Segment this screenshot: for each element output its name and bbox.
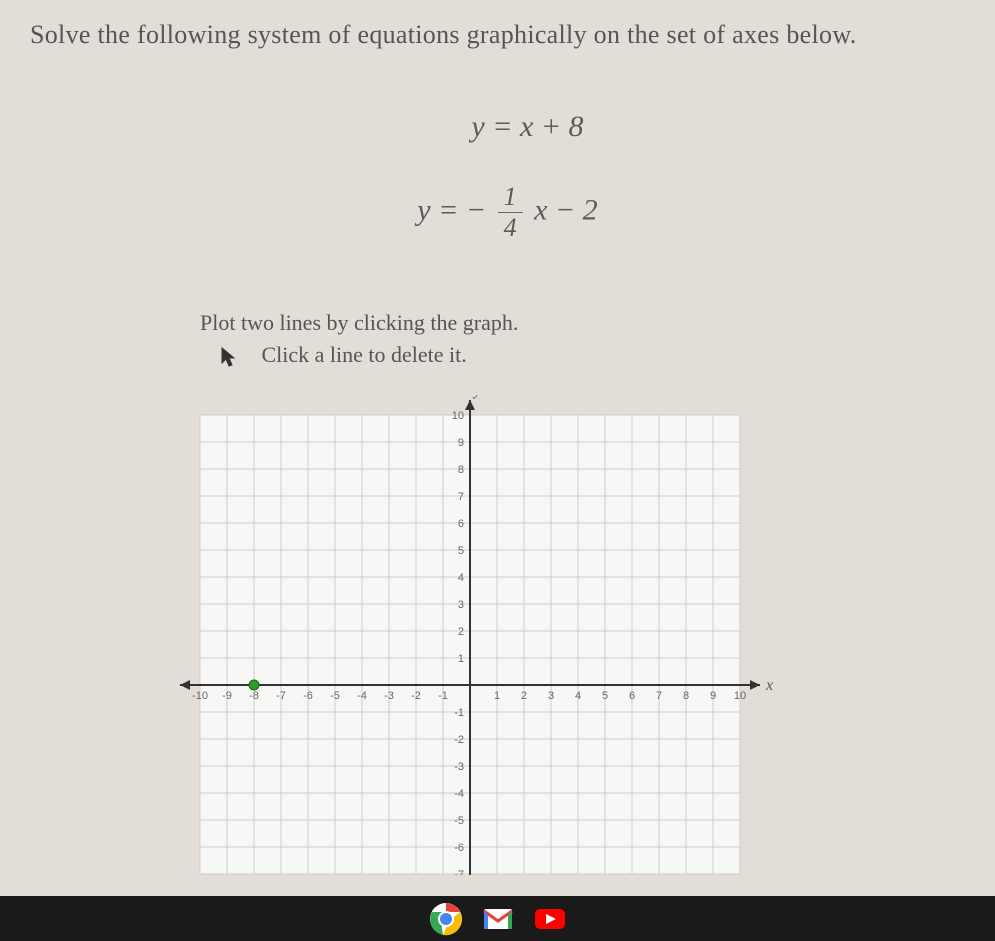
svg-text:-5: -5 bbox=[454, 815, 464, 827]
svg-text:-1: -1 bbox=[438, 690, 448, 702]
svg-text:7: 7 bbox=[656, 690, 662, 702]
svg-text:-4: -4 bbox=[454, 788, 464, 800]
svg-text:6: 6 bbox=[458, 518, 464, 530]
svg-text:4: 4 bbox=[575, 690, 581, 702]
svg-text:-2: -2 bbox=[411, 690, 421, 702]
svg-text:2: 2 bbox=[458, 626, 464, 638]
instruction-line1: Plot two lines by clicking the graph. bbox=[200, 310, 518, 336]
svg-text:10: 10 bbox=[734, 690, 746, 702]
svg-text:y: y bbox=[472, 395, 482, 399]
equation-1: y = x + 8 bbox=[60, 110, 995, 144]
svg-text:5: 5 bbox=[602, 690, 608, 702]
eq1-rhs: x + 8 bbox=[520, 110, 584, 143]
svg-text:9: 9 bbox=[710, 690, 716, 702]
svg-text:7: 7 bbox=[458, 491, 464, 503]
instruction-line2: Click a line to delete it. bbox=[220, 342, 518, 368]
svg-text:x: x bbox=[765, 677, 773, 694]
taskbar bbox=[0, 896, 995, 941]
plotted-points[interactable] bbox=[249, 680, 259, 690]
svg-text:-2: -2 bbox=[454, 734, 464, 746]
equations-block: y = x + 8 y = − 1 4 x − 2 bbox=[0, 110, 995, 241]
problem-prompt: Solve the following system of equations … bbox=[30, 20, 975, 50]
svg-text:-6: -6 bbox=[303, 690, 313, 702]
svg-text:6: 6 bbox=[629, 690, 635, 702]
svg-text:-4: -4 bbox=[357, 690, 367, 702]
instructions: Plot two lines by clicking the graph. Cl… bbox=[200, 310, 518, 368]
svg-text:-3: -3 bbox=[384, 690, 394, 702]
svg-text:-1: -1 bbox=[454, 707, 464, 719]
youtube-icon[interactable] bbox=[533, 902, 567, 936]
svg-text:5: 5 bbox=[458, 545, 464, 557]
svg-text:1: 1 bbox=[494, 690, 500, 702]
cursor-icon bbox=[220, 346, 236, 368]
svg-text:-8: -8 bbox=[249, 690, 259, 702]
svg-text:4: 4 bbox=[458, 572, 464, 584]
svg-text:8: 8 bbox=[683, 690, 689, 702]
svg-text:8: 8 bbox=[458, 464, 464, 476]
chrome-icon[interactable] bbox=[429, 902, 463, 936]
svg-text:10: 10 bbox=[452, 410, 464, 422]
eq1-equals: = bbox=[492, 110, 520, 143]
eq2-equals: = bbox=[438, 193, 466, 226]
svg-text:-7: -7 bbox=[276, 690, 286, 702]
svg-text:-5: -5 bbox=[330, 690, 340, 702]
svg-text:3: 3 bbox=[458, 599, 464, 611]
equation-2: y = − 1 4 x − 2 bbox=[20, 184, 995, 241]
eq2-tail: x − 2 bbox=[534, 193, 598, 226]
svg-text:2: 2 bbox=[521, 690, 527, 702]
svg-text:-3: -3 bbox=[454, 761, 464, 773]
eq2-lhs: y bbox=[417, 193, 430, 226]
eq1-lhs: y bbox=[471, 110, 484, 143]
svg-text:-10: -10 bbox=[192, 690, 208, 702]
eq2-frac-den: 4 bbox=[498, 213, 523, 241]
svg-text:3: 3 bbox=[548, 690, 554, 702]
svg-text:-6: -6 bbox=[454, 842, 464, 854]
eq2-fraction: 1 4 bbox=[498, 184, 523, 241]
svg-text:-7: -7 bbox=[454, 869, 464, 875]
svg-text:9: 9 bbox=[458, 437, 464, 449]
instruction-line2-text: Click a line to delete it. bbox=[262, 342, 467, 367]
svg-text:-9: -9 bbox=[222, 690, 232, 702]
svg-text:1: 1 bbox=[458, 653, 464, 665]
gmail-icon[interactable] bbox=[481, 902, 515, 936]
eq2-neg: − bbox=[466, 193, 486, 226]
coordinate-graph[interactable]: -10 -9 -8 -7 -6 -5 -4 -3 -2 -1 1 2 3 4 5 6 7 8 9 10 -7 -6 -5 -… bbox=[140, 395, 840, 875]
eq2-frac-num: 1 bbox=[498, 184, 523, 213]
